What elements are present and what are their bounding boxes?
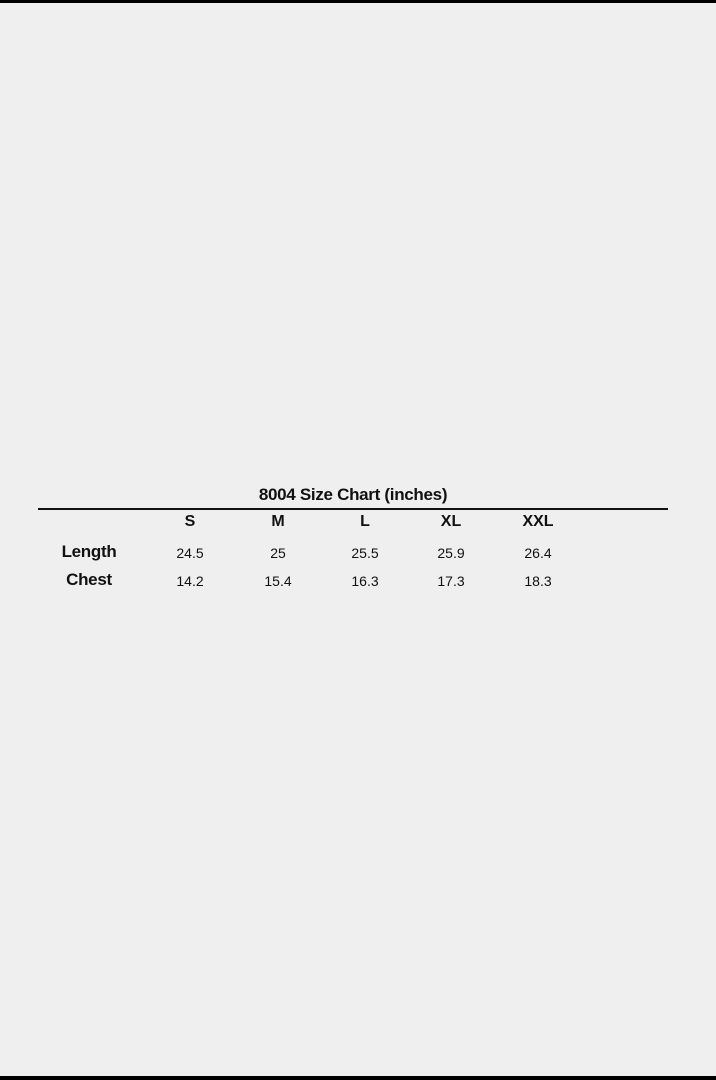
table-cell: 25 — [270, 545, 286, 561]
top-border — [0, 0, 716, 3]
bottom-border — [0, 1076, 716, 1080]
row-label: Chest — [66, 570, 112, 589]
table-cell: 14.2 — [176, 573, 204, 589]
table-cell: 26.4 — [524, 545, 552, 561]
size-header: M — [271, 513, 285, 530]
table-cell: 15.4 — [264, 573, 292, 589]
header-rule — [38, 508, 668, 510]
size-header: S — [184, 513, 196, 530]
row-label: Length — [61, 542, 117, 561]
table-cell: 25.5 — [351, 545, 379, 561]
table-cell: 24.5 — [176, 545, 204, 561]
chart-title: 8004 Size Chart (inches) — [258, 485, 448, 504]
size-header: L — [360, 513, 370, 530]
size-header: XXL — [522, 513, 554, 530]
table-cell: 17.3 — [437, 573, 465, 589]
table-cell: 16.3 — [351, 573, 379, 589]
table-cell: 18.3 — [524, 573, 552, 589]
table-cell: 25.9 — [437, 545, 465, 561]
size-header: XL — [440, 513, 462, 530]
